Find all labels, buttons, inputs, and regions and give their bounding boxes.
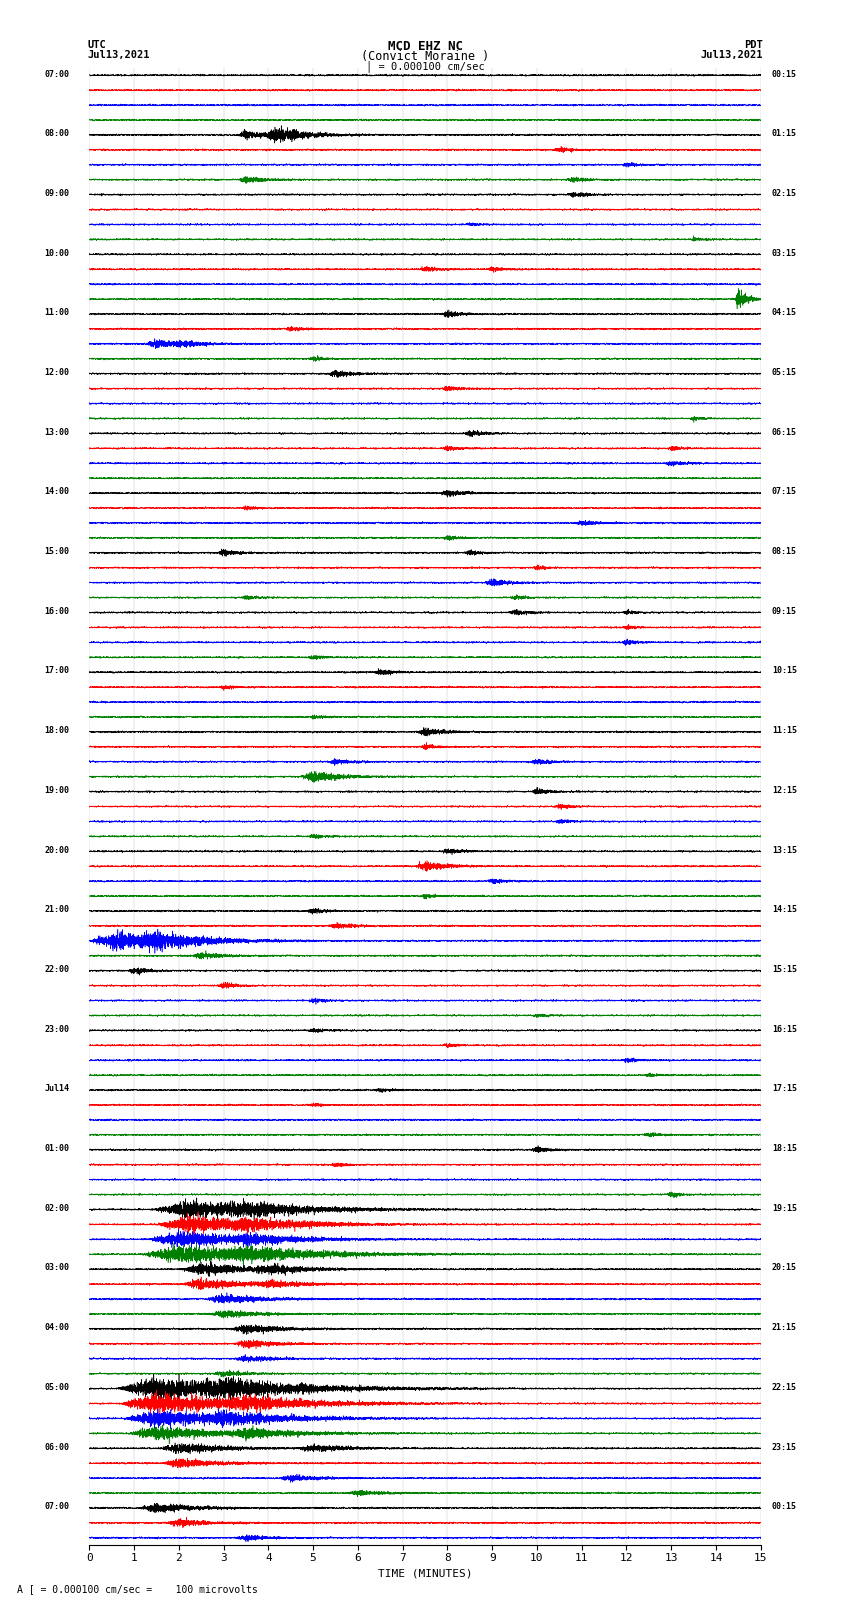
Text: 03:00: 03:00 bbox=[44, 1263, 69, 1273]
Text: 08:00: 08:00 bbox=[44, 129, 69, 139]
Text: 12:15: 12:15 bbox=[772, 786, 797, 795]
Text: 01:15: 01:15 bbox=[772, 129, 797, 139]
Text: 16:15: 16:15 bbox=[772, 1024, 797, 1034]
Text: 03:15: 03:15 bbox=[772, 248, 797, 258]
Text: 12:00: 12:00 bbox=[44, 368, 69, 377]
Text: 23:00: 23:00 bbox=[44, 1024, 69, 1034]
Text: 17:15: 17:15 bbox=[772, 1084, 797, 1094]
Text: 06:15: 06:15 bbox=[772, 427, 797, 437]
Text: 22:15: 22:15 bbox=[772, 1382, 797, 1392]
Text: 22:00: 22:00 bbox=[44, 965, 69, 974]
Text: 14:15: 14:15 bbox=[772, 905, 797, 915]
Text: 23:15: 23:15 bbox=[772, 1442, 797, 1452]
Text: 17:00: 17:00 bbox=[44, 666, 69, 676]
Text: 15:15: 15:15 bbox=[772, 965, 797, 974]
Text: 20:00: 20:00 bbox=[44, 845, 69, 855]
X-axis label: TIME (MINUTES): TIME (MINUTES) bbox=[377, 1568, 473, 1579]
Text: 02:15: 02:15 bbox=[772, 189, 797, 198]
Text: 11:15: 11:15 bbox=[772, 726, 797, 736]
Text: 20:15: 20:15 bbox=[772, 1263, 797, 1273]
Text: 15:00: 15:00 bbox=[44, 547, 69, 556]
Text: 04:15: 04:15 bbox=[772, 308, 797, 318]
Text: 21:00: 21:00 bbox=[44, 905, 69, 915]
Text: MCD EHZ NC: MCD EHZ NC bbox=[388, 39, 462, 53]
Text: 07:00: 07:00 bbox=[44, 69, 69, 79]
Text: 07:15: 07:15 bbox=[772, 487, 797, 497]
Text: 00:15: 00:15 bbox=[772, 69, 797, 79]
Text: 07:00: 07:00 bbox=[44, 1502, 69, 1511]
Text: 01:00: 01:00 bbox=[44, 1144, 69, 1153]
Text: 13:00: 13:00 bbox=[44, 427, 69, 437]
Text: │ = 0.000100 cm/sec: │ = 0.000100 cm/sec bbox=[366, 60, 484, 71]
Text: Jul13,2021: Jul13,2021 bbox=[88, 50, 150, 60]
Text: 02:00: 02:00 bbox=[44, 1203, 69, 1213]
Text: 13:15: 13:15 bbox=[772, 845, 797, 855]
Text: 10:00: 10:00 bbox=[44, 248, 69, 258]
Text: Jul14: Jul14 bbox=[44, 1084, 69, 1094]
Text: (Convict Moraine ): (Convict Moraine ) bbox=[361, 50, 489, 63]
Text: 10:15: 10:15 bbox=[772, 666, 797, 676]
Text: 16:00: 16:00 bbox=[44, 606, 69, 616]
Text: A [ = 0.000100 cm/sec =    100 microvolts: A [ = 0.000100 cm/sec = 100 microvolts bbox=[17, 1584, 258, 1594]
Text: UTC: UTC bbox=[88, 39, 106, 50]
Text: 09:15: 09:15 bbox=[772, 606, 797, 616]
Text: 08:15: 08:15 bbox=[772, 547, 797, 556]
Text: 04:00: 04:00 bbox=[44, 1323, 69, 1332]
Text: 06:00: 06:00 bbox=[44, 1442, 69, 1452]
Text: 05:15: 05:15 bbox=[772, 368, 797, 377]
Text: 19:00: 19:00 bbox=[44, 786, 69, 795]
Text: 18:15: 18:15 bbox=[772, 1144, 797, 1153]
Text: 14:00: 14:00 bbox=[44, 487, 69, 497]
Text: 21:15: 21:15 bbox=[772, 1323, 797, 1332]
Text: PDT: PDT bbox=[744, 39, 762, 50]
Text: 09:00: 09:00 bbox=[44, 189, 69, 198]
Text: 00:15: 00:15 bbox=[772, 1502, 797, 1511]
Text: 18:00: 18:00 bbox=[44, 726, 69, 736]
Text: 05:00: 05:00 bbox=[44, 1382, 69, 1392]
Text: 19:15: 19:15 bbox=[772, 1203, 797, 1213]
Text: 11:00: 11:00 bbox=[44, 308, 69, 318]
Text: Jul13,2021: Jul13,2021 bbox=[700, 50, 762, 60]
